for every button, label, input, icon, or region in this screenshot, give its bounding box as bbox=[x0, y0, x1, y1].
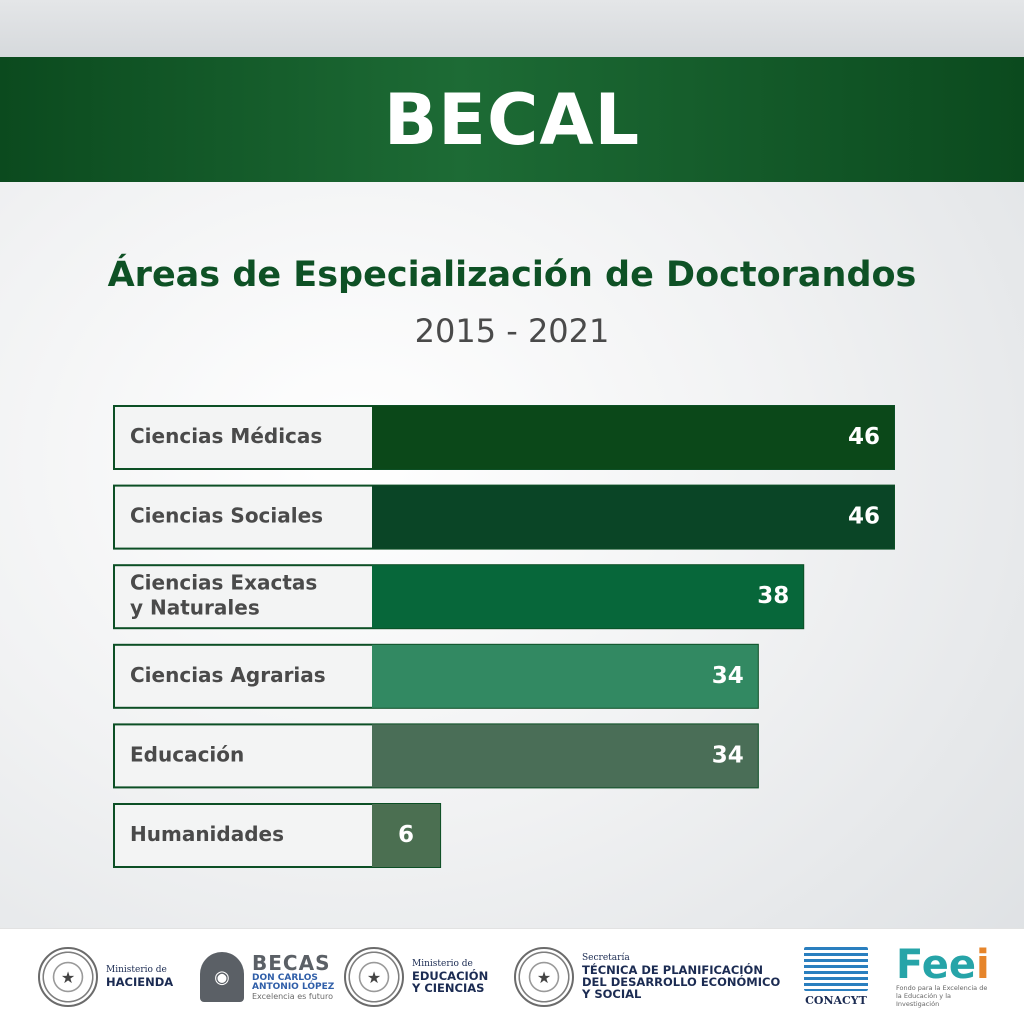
value-label: 38 bbox=[757, 583, 789, 609]
logo-becas: ◉ BECAS DON CARLOS ANTONIO LÓPEZ Excelen… bbox=[200, 929, 334, 1025]
value-label: 34 bbox=[712, 742, 744, 768]
hacienda-big: HACIENDA bbox=[106, 974, 174, 989]
bar bbox=[372, 804, 441, 867]
category-label: Ciencias Médicas bbox=[130, 424, 322, 448]
category-label: Educación bbox=[130, 742, 244, 766]
value-label: 46 bbox=[848, 424, 880, 450]
top-strip bbox=[0, 0, 1024, 57]
category-label: Ciencias Sociales bbox=[130, 504, 323, 528]
bar bbox=[372, 406, 894, 469]
bar bbox=[372, 565, 804, 629]
category-label: Humanidades bbox=[130, 822, 284, 846]
educacion-big-1: EDUCACIÓN bbox=[412, 968, 489, 983]
value-label: 6 bbox=[398, 822, 414, 848]
educacion-small: Ministerio de bbox=[412, 959, 473, 970]
becas-tagline: Excelencia es futuro bbox=[252, 991, 333, 1001]
feei-tag-2: la Educación y la Investigación bbox=[896, 992, 952, 1008]
logo-educacion: ★ Ministerio de EDUCACIÓN Y CIENCIAS bbox=[344, 929, 488, 1025]
feei-wordmark: Feei bbox=[896, 942, 990, 989]
chart-title: Áreas de Especialización de Doctorandos bbox=[107, 255, 917, 295]
educacion-big-2: Y CIENCIAS bbox=[412, 980, 485, 995]
seal-icon: ★ bbox=[344, 947, 404, 1007]
logo-feei: Feei Fondo para la Excelencia de la Educ… bbox=[896, 929, 996, 1025]
category-label: y Naturales bbox=[130, 596, 260, 620]
footer-logos: ★ Ministerio de HACIENDA ◉ BECAS DON CAR… bbox=[0, 928, 1024, 1025]
category-label: Ciencias Agrarias bbox=[130, 663, 326, 687]
stp-big-3: Y SOCIAL bbox=[582, 986, 642, 1001]
becas-sub-1: DON CARLOS bbox=[252, 972, 318, 983]
logo-hacienda: ★ Ministerio de HACIENDA bbox=[38, 929, 173, 1025]
banner-title: BECAL bbox=[383, 78, 641, 161]
becas-sub-2: ANTONIO LÓPEZ bbox=[252, 982, 335, 993]
bar bbox=[372, 485, 894, 549]
header-banner: BECAL bbox=[0, 57, 1024, 182]
value-label: 46 bbox=[848, 504, 880, 530]
stp-big-1: TÉCNICA DE PLANIFICACIÓN bbox=[582, 962, 763, 977]
conacyt-label: CONACYT bbox=[805, 994, 867, 1007]
feei-tag-1: Fondo para la Excelencia de bbox=[896, 984, 988, 993]
becas-title: BECAS bbox=[252, 950, 331, 975]
chart-subtitle: 2015 - 2021 bbox=[414, 312, 610, 350]
stp-small: Secretaría bbox=[582, 953, 630, 964]
becas-emblem-icon: ◉ bbox=[200, 952, 244, 1002]
value-label: 34 bbox=[712, 663, 744, 689]
logo-stp: ★ Secretaría TÉCNICA DE PLANIFICACIÓN DE… bbox=[514, 929, 780, 1025]
hacienda-small: Ministerio de bbox=[106, 965, 167, 976]
seal-icon: ★ bbox=[38, 947, 98, 1007]
category-label: Ciencias Exactas bbox=[130, 571, 317, 595]
seal-icon: ★ bbox=[514, 947, 574, 1007]
conacyt-map-icon bbox=[804, 947, 868, 991]
bar bbox=[372, 724, 758, 788]
logo-conacyt: CONACYT bbox=[804, 929, 868, 1025]
bar bbox=[372, 644, 758, 708]
stp-big-2: DEL DESARROLLO ECONÓMICO bbox=[582, 974, 781, 989]
